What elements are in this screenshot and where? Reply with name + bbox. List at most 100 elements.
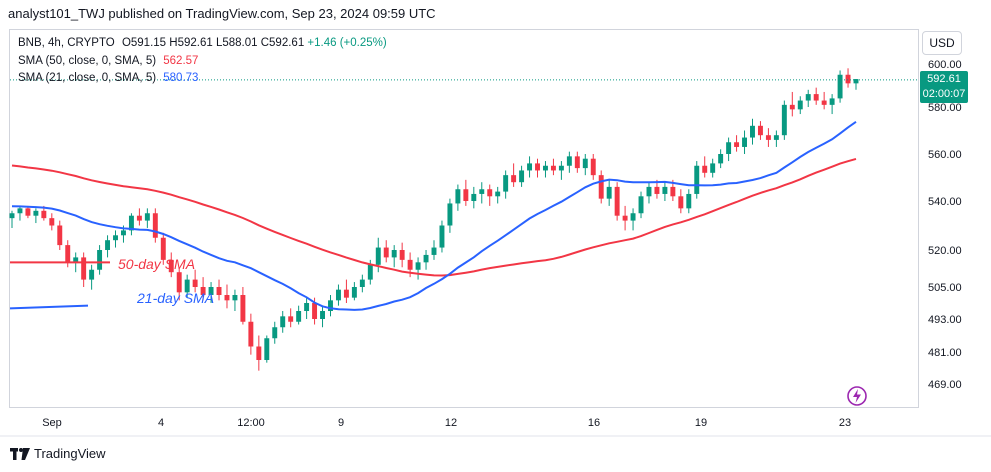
candle-body xyxy=(105,240,111,250)
candle-body xyxy=(487,189,493,197)
candle-body xyxy=(184,279,190,293)
candle-body xyxy=(535,163,540,171)
candle-body xyxy=(200,287,206,295)
x-tick-label: 12:00 xyxy=(237,417,265,429)
candle-body xyxy=(33,210,39,216)
candle-body xyxy=(734,142,740,147)
candle-body xyxy=(328,300,333,311)
candle-body xyxy=(431,247,437,255)
publish-header: analyst101_TWJ published on TradingView.… xyxy=(8,6,436,21)
candle-body xyxy=(407,259,413,270)
candle-body xyxy=(25,208,31,216)
sma21-line xyxy=(11,120,857,311)
open-value: O591.15 xyxy=(121,37,167,49)
candle-body xyxy=(375,247,381,265)
candle-body xyxy=(128,215,134,231)
candle-body xyxy=(73,257,79,263)
lightning-icon[interactable] xyxy=(846,385,868,407)
candle-body xyxy=(415,262,421,270)
candle-body xyxy=(144,213,150,221)
footer-brand[interactable]: TradingView xyxy=(10,446,106,461)
candle-body xyxy=(598,175,604,199)
candle-body xyxy=(399,250,405,260)
candle-body xyxy=(527,163,533,171)
y-tick-label: 469.00 xyxy=(928,379,962,391)
candle-body xyxy=(614,186,620,216)
candle-body xyxy=(391,250,397,258)
sma21-row[interactable]: SMA (21, close, 0, SMA, 5) 580.73 xyxy=(18,70,387,88)
sma21-label: SMA (21, close, 0, SMA, 5) xyxy=(18,72,157,84)
candle-body xyxy=(765,135,771,140)
candle-body xyxy=(566,156,572,166)
candle-body xyxy=(750,125,755,138)
candle-body xyxy=(789,104,795,110)
candle-body xyxy=(17,208,23,214)
candle-body xyxy=(136,215,142,221)
candle-body xyxy=(582,158,588,169)
high-value: H592.61 xyxy=(169,37,213,49)
candle-body xyxy=(9,213,15,219)
candle-body xyxy=(718,154,724,164)
candle-body xyxy=(574,156,580,169)
candle-body xyxy=(208,287,214,295)
candle-body xyxy=(726,142,732,154)
candle-body xyxy=(288,316,294,322)
sma50-value: 562.57 xyxy=(163,54,199,67)
sma50-row[interactable]: SMA (50, close, 0, SMA, 5) 562.57 xyxy=(18,53,387,71)
candle-body xyxy=(367,264,373,280)
candle-body xyxy=(41,210,47,219)
ohlc-row: BNB, 4h, CRYPTO O591.15 H592.61 L588.01 … xyxy=(18,35,387,53)
candle-body xyxy=(550,165,556,171)
candle-body xyxy=(176,272,182,293)
x-tick-label: 12 xyxy=(445,417,457,429)
candle-body xyxy=(495,191,501,197)
candle-body xyxy=(781,104,787,136)
chart-pane xyxy=(9,29,919,408)
x-tick-label: 9 xyxy=(338,417,344,429)
y-tick-label: 540.00 xyxy=(928,196,962,208)
candle-body xyxy=(773,135,779,140)
candle-body xyxy=(359,279,365,287)
candle-body xyxy=(168,259,174,273)
candle-body xyxy=(320,311,325,319)
low-value: L588.01 xyxy=(215,37,258,49)
candle-body xyxy=(590,158,596,176)
y-tick-label: 505.00 xyxy=(928,282,962,294)
candle-body xyxy=(49,218,55,226)
candle-body xyxy=(81,257,87,280)
sma50-line xyxy=(11,157,857,277)
candle-body xyxy=(757,125,763,136)
candle-body xyxy=(845,74,851,84)
candle-body xyxy=(654,186,660,194)
currency-button[interactable]: USD xyxy=(922,31,962,55)
candle-body xyxy=(192,279,198,287)
y-tick-label: 560.00 xyxy=(928,149,962,161)
candle-body xyxy=(97,250,103,270)
candle-body xyxy=(280,316,286,328)
x-tick-label: 16 xyxy=(588,417,600,429)
candle-body xyxy=(646,186,652,197)
candle-body xyxy=(710,163,716,173)
x-tick-label: 4 xyxy=(158,417,164,429)
sma50-label: SMA (50, close, 0, SMA, 5) xyxy=(18,54,157,67)
candle-body xyxy=(160,237,166,260)
candle-body xyxy=(742,137,747,147)
candle-body xyxy=(264,338,270,360)
symbol-label: BNB, 4h, CRYPTO xyxy=(18,37,115,49)
candle-body xyxy=(296,311,302,322)
candle-body xyxy=(216,287,222,295)
candle-body xyxy=(479,189,485,194)
candle-body xyxy=(272,327,278,339)
candle-body xyxy=(423,254,429,263)
candle-body xyxy=(543,165,548,171)
candle-body xyxy=(224,295,230,301)
bar-countdown: 02:00:07 xyxy=(922,88,966,100)
candle-body xyxy=(121,230,126,236)
candle-body xyxy=(519,170,525,183)
last-price-tag: 592.61 02:00:07 xyxy=(920,71,968,103)
candle-body xyxy=(638,196,644,214)
candle-body xyxy=(558,165,564,171)
candle-body xyxy=(232,295,238,301)
candle-body xyxy=(503,175,509,192)
